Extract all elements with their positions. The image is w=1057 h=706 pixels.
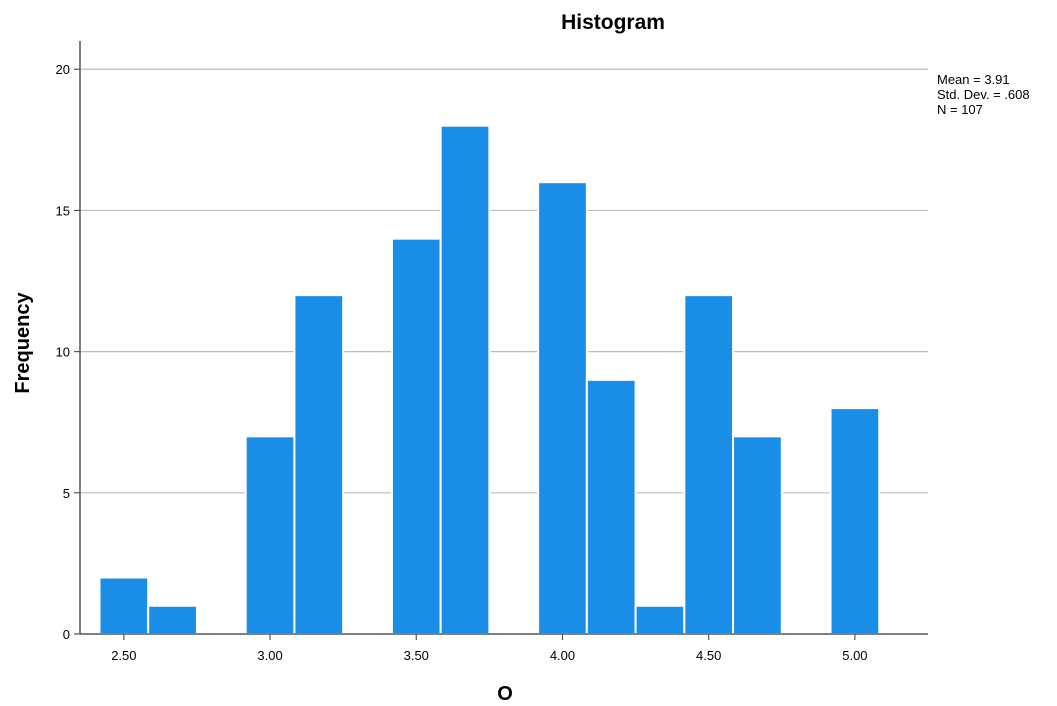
histogram-bar — [244, 435, 296, 636]
y-tick-label: 10 — [56, 345, 70, 360]
x-tick-label: 5.00 — [842, 648, 867, 663]
histogram-bar — [634, 604, 686, 635]
x-tick-label: 2.50 — [111, 648, 136, 663]
stats-mean: Mean = 3.91 — [937, 72, 1010, 87]
histogram-bar — [293, 294, 345, 635]
histogram-bar — [537, 181, 588, 635]
y-axis-label: Frequency — [12, 292, 34, 394]
x-tick-label: 4.00 — [550, 648, 575, 663]
stats-legend: Mean = 3.91 Std. Dev. = .608 N = 107 — [937, 72, 1030, 117]
x-axis-label: O — [497, 683, 513, 705]
axes — [79, 41, 928, 635]
x-tick-label: 4.50 — [696, 648, 721, 663]
x-axis-ticks: 2.50 3.00 3.50 4.00 4.50 5.00 — [111, 634, 868, 663]
y-tick-label: 15 — [56, 203, 70, 218]
chart-title: Histogram — [561, 11, 665, 34]
y-tick-label: 20 — [56, 62, 70, 77]
histogram-bar — [585, 378, 637, 635]
histogram-bar — [732, 435, 783, 636]
histogram-bar — [98, 576, 150, 635]
stats-std-dev: Std. Dev. = .608 — [937, 87, 1030, 102]
gridlines — [80, 68, 928, 494]
y-axis-ticks: 0 5 10 15 20 — [56, 62, 80, 642]
histogram-bars — [98, 124, 881, 636]
y-tick-label: 5 — [63, 486, 70, 501]
histogram-bar — [683, 294, 735, 635]
x-tick-label: 3.50 — [404, 648, 429, 663]
histogram-bar — [439, 124, 491, 635]
y-tick-label: 0 — [63, 627, 70, 642]
x-tick-label: 3.00 — [257, 648, 282, 663]
histogram-bar — [147, 604, 198, 635]
histogram-bar — [390, 237, 442, 636]
stats-n: N = 107 — [937, 102, 983, 117]
histogram-bar — [829, 407, 881, 635]
